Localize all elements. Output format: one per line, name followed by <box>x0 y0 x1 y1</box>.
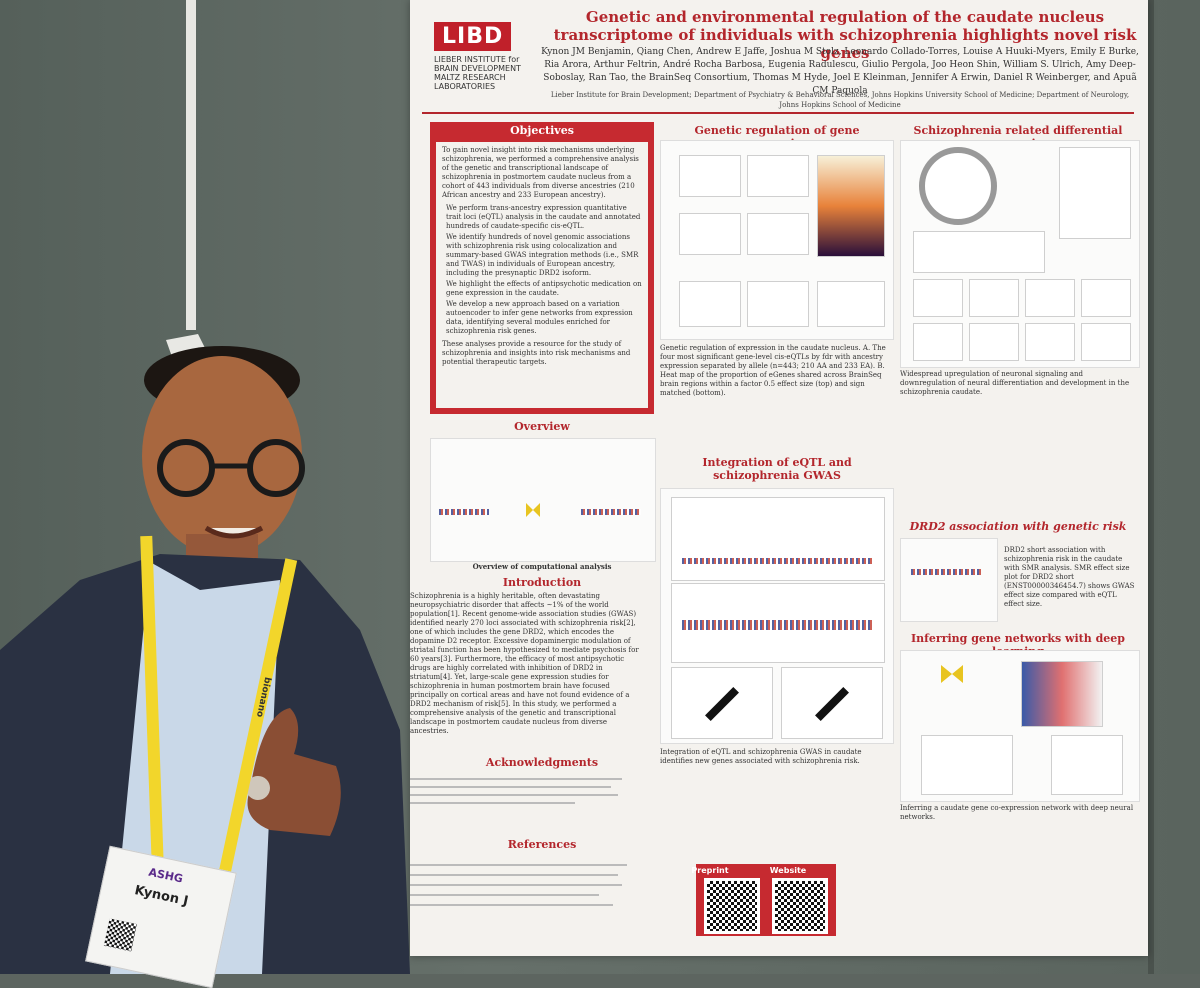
libd-logo: LIBD LIEBER INSTITUTE for BRAIN DEVELOPM… <box>434 22 534 91</box>
overview-plot <box>439 509 489 515</box>
scz-differential-caption: Widespread upregulation of neuronal sign… <box>900 370 1130 396</box>
title-divider <box>422 112 1134 114</box>
badge-qr-code <box>103 918 137 952</box>
twas-scatter-plot <box>781 667 883 739</box>
manhattan-points <box>682 620 872 630</box>
website-label: Website <box>769 866 807 875</box>
gene-regulation-figure <box>660 140 894 340</box>
manhattan-points <box>682 558 872 564</box>
gene-regulation-caption: Genetic regulation of expression in the … <box>660 344 886 397</box>
scatter-points <box>815 687 849 721</box>
references-heading: References <box>507 838 577 851</box>
gwas-integration-heading: Integration of eQTL and schizophrenia GW… <box>702 456 852 482</box>
acknowledgments-text <box>410 772 646 832</box>
upset-plot <box>913 231 1045 273</box>
poster-title: Genetic and environmental regulation of … <box>553 8 1137 62</box>
logo-text: LIBD <box>434 22 512 51</box>
objectives-bullet: We highlight the effects of antipsychoti… <box>446 280 642 297</box>
overview-figure <box>430 438 656 562</box>
objectives-box: Objectives To gain novel insight into ri… <box>430 122 654 414</box>
introduction-text: Schizophrenia is a highly heritable, oft… <box>410 592 639 735</box>
drd2-boxplot <box>679 281 741 327</box>
smile <box>204 525 264 539</box>
thumbs-up-hand <box>247 708 341 836</box>
ring <box>246 776 270 800</box>
deep-learning-caption: Inferring a caudate gene co-expression n… <box>900 804 1134 821</box>
overview-heading: Overview <box>514 420 570 433</box>
objectives-text: To gain novel insight into risk mechanis… <box>442 146 639 199</box>
website-qr-code[interactable] <box>772 878 828 934</box>
gwas-integration-caption: Integration of eQTL and schizophrenia GW… <box>660 748 862 765</box>
de-boxplot <box>913 323 963 361</box>
face <box>142 356 302 556</box>
qr-codes-panel: Preprint Website <box>691 864 836 936</box>
autoencoder-icon <box>526 503 540 517</box>
gwas-integration-figure <box>660 488 894 744</box>
de-boxplot <box>1025 323 1075 361</box>
objectives-body: To gain novel insight into risk mechanis… <box>436 142 648 408</box>
preprint-label: Preprint <box>691 866 729 875</box>
drd2-smr-plot <box>900 538 998 622</box>
module-plot <box>1051 735 1123 795</box>
scatter-points <box>705 687 739 721</box>
eqtl-boxplot <box>747 213 809 255</box>
research-poster: LIBD LIEBER INSTITUTE for BRAIN DEVELOPM… <box>410 0 1148 956</box>
smr-points <box>911 569 981 575</box>
scz-differential-figure <box>900 140 1140 368</box>
de-boxplot <box>913 279 963 317</box>
module-plot <box>921 735 1013 795</box>
references-list <box>410 856 646 936</box>
overview-plot <box>581 509 641 515</box>
twas-scatter-plot <box>671 667 773 739</box>
circos-plot <box>919 147 997 225</box>
wall-edge <box>1148 0 1154 974</box>
go-enrichment-plot <box>1059 147 1131 239</box>
de-boxplot <box>1081 279 1131 317</box>
poster-affiliations: Lieber Institute for Brain Development; … <box>550 91 1130 109</box>
drd2-text: DRD2 short association with schizophreni… <box>1004 546 1135 608</box>
overview-caption: Overview of computational analysis <box>472 562 612 571</box>
introduction-heading: Introduction <box>502 576 582 589</box>
drd2-boxplot <box>747 281 809 327</box>
twas-manhattan-plot <box>671 583 885 663</box>
logo-subtitle: LIEBER INSTITUTE for BRAIN DEVELOPMENT M… <box>434 55 521 91</box>
objectives-closing: These analyses provide a resource for th… <box>442 340 631 366</box>
de-boxplot <box>1025 279 1075 317</box>
deep-learning-figure <box>900 650 1140 802</box>
objectives-heading: Objectives <box>510 124 574 137</box>
eqtl-boxplot <box>679 155 741 197</box>
autoencoder-icon <box>941 665 963 683</box>
poster-authors: Kynon JM Benjamin, Qiang Chen, Andrew E … <box>541 47 1139 96</box>
drd2-boxplot <box>817 281 885 327</box>
eqtl-boxplot <box>679 213 741 255</box>
enrichment-heatmap <box>1021 661 1103 727</box>
objectives-bullet: We develop a new approach based on a var… <box>446 300 633 335</box>
sharing-heatmap <box>817 155 885 257</box>
smr-manhattan-plot <box>671 497 885 581</box>
objectives-bullet: We perform trans-ancestry expression qua… <box>446 204 641 230</box>
preprint-qr-code[interactable] <box>704 878 760 934</box>
de-boxplot <box>1081 323 1131 361</box>
objectives-bullet: We identify hundreds of novel genomic as… <box>446 233 639 277</box>
wall-panel-seam <box>186 0 196 330</box>
eqtl-boxplot <box>747 155 809 197</box>
drd2-heading: DRD2 association with genetic risk <box>909 520 1127 533</box>
acknowledgments-heading: Acknowledgments <box>485 756 599 769</box>
de-boxplot <box>969 323 1019 361</box>
de-boxplot <box>969 279 1019 317</box>
